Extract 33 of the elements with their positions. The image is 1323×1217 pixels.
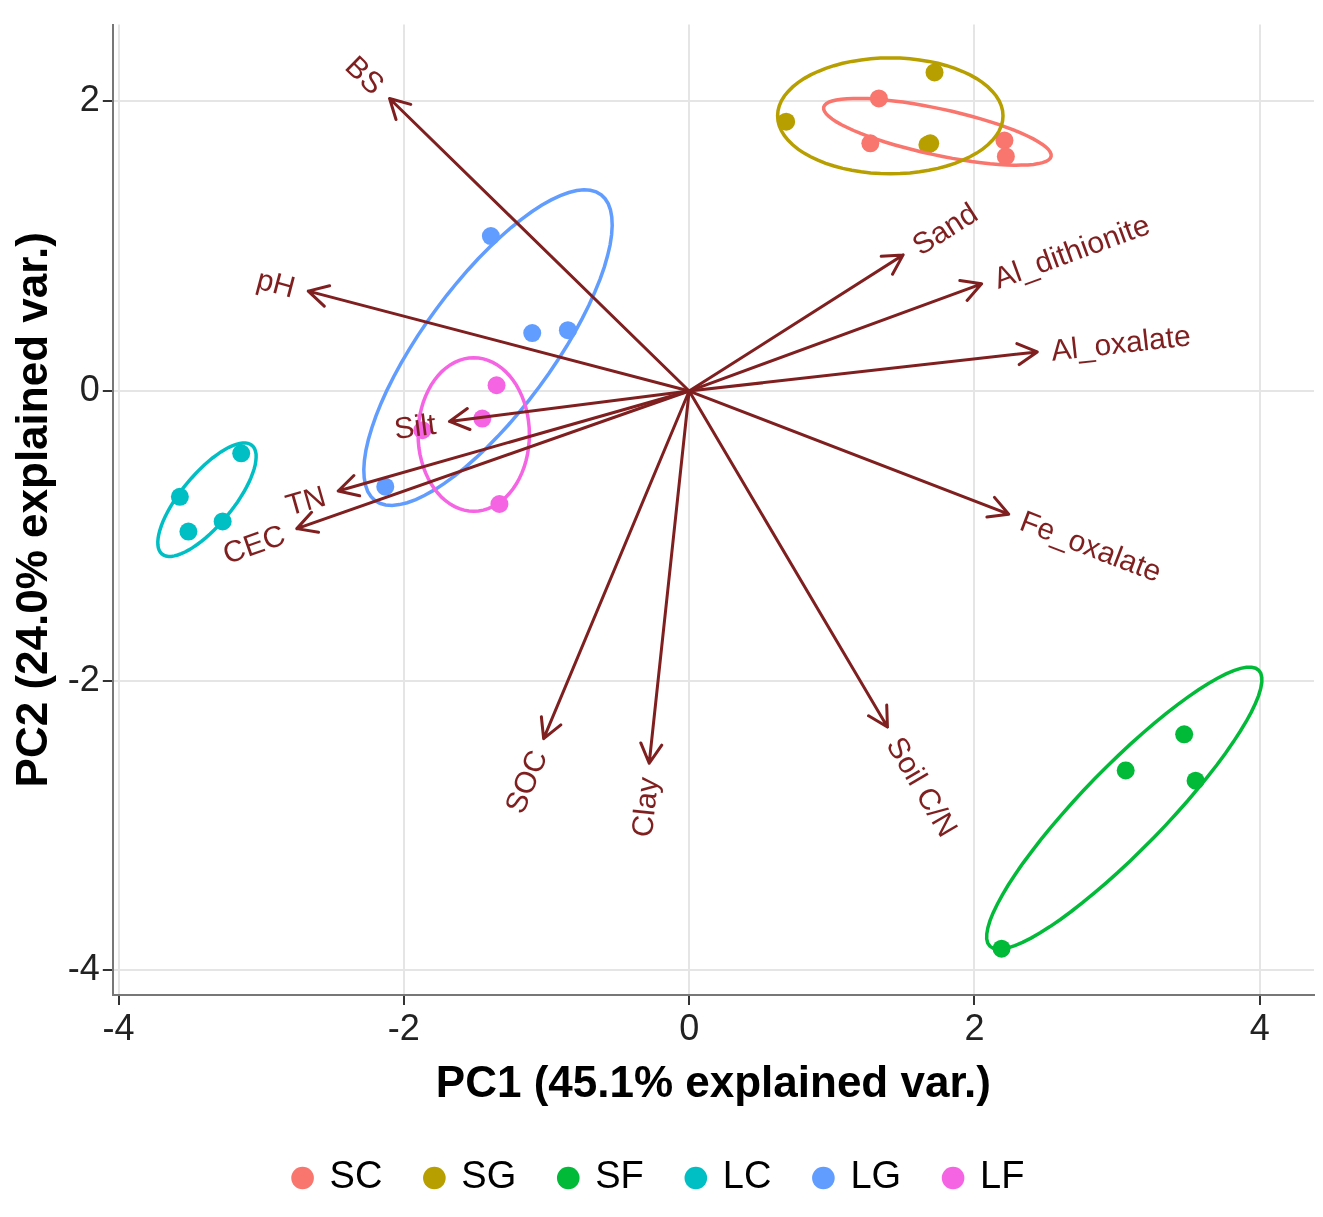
annotation: Soil C/N (880, 730, 965, 843)
x-tick-label: -2 (387, 1006, 420, 1048)
point (996, 147, 1015, 166)
annotation: Al_oxalate (1049, 318, 1193, 367)
annotation: pH (253, 261, 299, 304)
x-axis-title: PC1 (45.1% explained var.) (435, 1056, 991, 1106)
y-tick-label: -2 (67, 657, 100, 699)
point (1116, 761, 1135, 780)
annotation: SOC (497, 745, 554, 818)
legend-label: SG (461, 1154, 517, 1197)
legend-label: LC (722, 1154, 772, 1197)
annotation: BS (339, 48, 392, 101)
point (232, 444, 251, 463)
y-tick-label: 2 (79, 78, 100, 120)
annotation: Clay (624, 775, 665, 839)
legend-label: SC (329, 1154, 383, 1197)
point (376, 477, 395, 496)
x-tick-label: 4 (1249, 1006, 1270, 1048)
x-tick-label: 0 (679, 1006, 700, 1048)
point (995, 131, 1014, 150)
y-axis-title: PC2 (24.0% explained var.) (6, 232, 56, 788)
point (523, 324, 542, 343)
point (487, 376, 506, 395)
y-tick-label: 0 (79, 367, 100, 409)
point (925, 63, 944, 82)
y-tick-label: -4 (67, 947, 100, 989)
annotation: Silt (392, 406, 439, 445)
legend-label: SF (595, 1154, 644, 1197)
x-tick-label: 2 (964, 1006, 985, 1048)
legend-label: LG (850, 1154, 902, 1197)
legend-label: LF (980, 1154, 1025, 1197)
point (1175, 725, 1194, 744)
point (179, 522, 198, 541)
